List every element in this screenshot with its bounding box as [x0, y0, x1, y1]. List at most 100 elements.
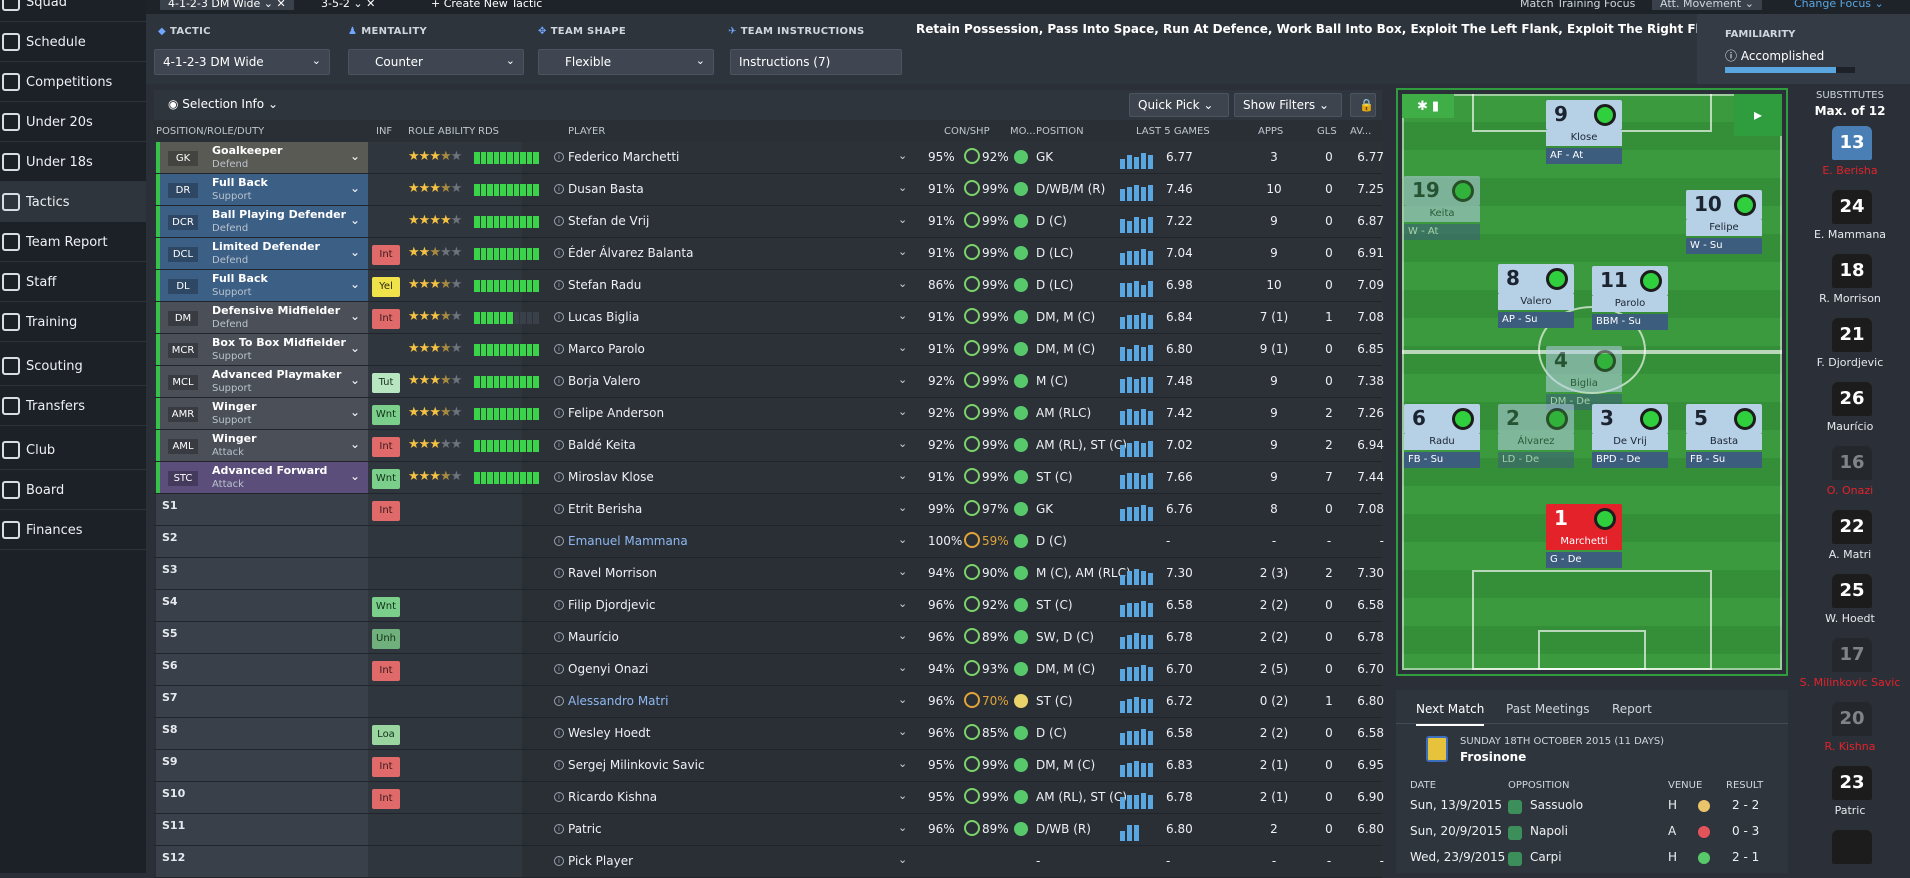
- show-filters-button[interactable]: Show Filters ⌄: [1234, 93, 1342, 117]
- col-inf[interactable]: INF: [376, 126, 393, 137]
- chevron-down-icon[interactable]: ⌄: [349, 277, 360, 291]
- player-name[interactable]: Wesley Hoedt: [568, 726, 651, 740]
- player-card[interactable]: 10 Felipe AndersonW - Su: [1686, 190, 1762, 254]
- table-row[interactable]: DL Full Back Support ⌄ ★★★★★ Yel i Stefan Radu ⌄…: [154, 270, 1384, 302]
- chevron-down-icon[interactable]: ⌄: [349, 309, 360, 323]
- chevron-down-icon[interactable]: ⌄: [898, 213, 908, 226]
- player-name[interactable]: Marco Parolo: [568, 342, 645, 356]
- player-info-icon[interactable]: i: [554, 312, 564, 322]
- player-name[interactable]: Alessandro Matri: [568, 694, 669, 708]
- sub-shirt-icon[interactable]: 25: [1832, 574, 1872, 608]
- player-info-icon[interactable]: i: [554, 216, 564, 226]
- sub-shirt-icon[interactable]: 22: [1832, 510, 1872, 544]
- player-info-icon[interactable]: i: [554, 472, 564, 482]
- chevron-down-icon[interactable]: ⌄: [898, 405, 908, 418]
- player-card-role-dropdown[interactable]: W - At: [1404, 224, 1480, 240]
- sidebar-item-under-20s[interactable]: Under 20s: [0, 102, 146, 142]
- role-selector[interactable]: DR Full Back Support ⌄: [156, 174, 368, 205]
- influence-badge[interactable]: Int: [372, 789, 400, 809]
- table-row[interactable]: AMR Winger Support ⌄ ★★★★★ Wnt i Felipe Anderso…: [154, 398, 1384, 430]
- chevron-down-icon[interactable]: ⌄: [898, 693, 908, 706]
- mentality-dropdown[interactable]: Counter ⌄: [348, 49, 524, 75]
- lock-icon[interactable]: 🔒: [1350, 93, 1376, 117]
- chevron-down-icon[interactable]: ⌄: [898, 437, 908, 450]
- player-card[interactable]: 4 Biglia DM - De: [1546, 346, 1622, 410]
- col-last-5-games[interactable]: LAST 5 GAMES: [1136, 126, 1210, 137]
- player-card[interactable]: 8 Valero AP - Su: [1498, 264, 1574, 328]
- table-row[interactable]: MCR Box To Box Midfielder Support ⌄ ★★★★★ i Ma…: [154, 334, 1384, 366]
- chevron-down-icon[interactable]: ⌄: [898, 181, 908, 194]
- team-instructions-button[interactable]: Instructions (7): [730, 49, 902, 75]
- chevron-down-icon[interactable]: ⌄: [349, 341, 360, 355]
- sidebar-item-tactics[interactable]: Tactics: [0, 182, 146, 222]
- player-card-role-dropdown[interactable]: W - Su: [1686, 238, 1762, 254]
- table-row[interactable]: S10 Int i Ricardo Kishna ⌄ 95% 99% AM (RL), ST …: [154, 782, 1384, 814]
- sub-shirt-icon[interactable]: 17: [1832, 638, 1872, 672]
- influence-badge[interactable]: Int: [372, 309, 400, 329]
- training-focus-dropdown[interactable]: Att. Movement ⌄: [1652, 0, 1762, 10]
- table-row[interactable]: S1 Int i Etrit Berisha ⌄ 99% 97% GK 6.76 8 0 7.08: [154, 494, 1384, 526]
- player-card[interactable]: 6 Radu FB - Su: [1404, 404, 1480, 468]
- player-info-icon[interactable]: i: [554, 792, 564, 802]
- sub-slot[interactable]: S3: [156, 558, 368, 589]
- sub-shirt-icon[interactable]: 18: [1832, 254, 1872, 288]
- player-name[interactable]: Sergej Milinkovic Savic: [568, 758, 705, 772]
- sidebar-item-under-18s[interactable]: Under 18s: [0, 142, 146, 182]
- tab-report[interactable]: Report: [1612, 702, 1652, 716]
- fixture-opponent[interactable]: Sassuolo: [1530, 798, 1584, 812]
- player-card-role-dropdown[interactable]: LD - De: [1498, 452, 1574, 468]
- sidebar-item-board[interactable]: Board: [0, 470, 146, 510]
- fixture-row[interactable]: Wed, 23/9/2015 Carpi H 2 - 1: [1396, 850, 1788, 870]
- player-card[interactable]: 9 Klose AF - At: [1546, 100, 1622, 164]
- chevron-down-icon[interactable]: ⌄: [898, 661, 908, 674]
- table-row[interactable]: DCR Ball Playing Defender Defend ⌄ ★★★★★ i Ste…: [154, 206, 1384, 238]
- chevron-down-icon[interactable]: ⌄: [349, 405, 360, 419]
- player-info-icon[interactable]: i: [554, 152, 564, 162]
- player-card-role-dropdown[interactable]: FB - Su: [1404, 452, 1480, 468]
- role-selector[interactable]: DCL Limited Defender Defend ⌄: [156, 238, 368, 269]
- influence-badge[interactable]: Int: [372, 501, 400, 521]
- player-name[interactable]: Maurício: [568, 630, 619, 644]
- expand-panel-icon[interactable]: ▸: [1734, 94, 1782, 136]
- player-card[interactable]: 2 Álvarez BalantaLD - De: [1498, 404, 1574, 468]
- table-row[interactable]: S2 i Emanuel Mammana ⌄ 100% 59% D (C) - - - -: [154, 526, 1384, 558]
- influence-badge[interactable]: Yel: [372, 277, 400, 297]
- player-card-role-dropdown[interactable]: FB - Su: [1686, 452, 1762, 468]
- role-selector[interactable]: DL Full Back Support ⌄: [156, 270, 368, 301]
- sub-slot[interactable]: S11: [156, 814, 368, 845]
- player-info-icon[interactable]: i: [554, 440, 564, 450]
- sidebar-item-staff[interactable]: Staff: [0, 262, 146, 302]
- table-row[interactable]: MCL Advanced Playmaker Support ⌄ ★★★★★ Tut i Bo…: [154, 366, 1384, 398]
- influence-badge[interactable]: Unh: [372, 629, 400, 649]
- player-info-icon[interactable]: i: [554, 632, 564, 642]
- col-role-ability[interactable]: ROLE ABILITY: [408, 126, 476, 137]
- player-card-role-dropdown[interactable]: G - De: [1546, 552, 1622, 568]
- sub-slot[interactable]: S9: [156, 750, 368, 781]
- table-row[interactable]: S11 i Patric ⌄ 96% 89% D/WB (R) 6.80 2 0 6.80: [154, 814, 1384, 846]
- sidebar-item-club[interactable]: Club: [0, 430, 146, 470]
- player-name[interactable]: Ravel Morrison: [568, 566, 657, 580]
- role-selector[interactable]: STC Advanced Forward Attack ⌄: [156, 462, 368, 493]
- chevron-down-icon[interactable]: ⌄: [898, 789, 908, 802]
- player-card-role-dropdown[interactable]: BPD - De: [1592, 452, 1668, 468]
- chevron-down-icon[interactable]: ⌄: [898, 565, 908, 578]
- col-av-rating[interactable]: AV...: [1350, 126, 1372, 137]
- player-name[interactable]: Éder Álvarez Balanta: [568, 246, 694, 260]
- col-position[interactable]: POSITION: [1036, 126, 1084, 137]
- table-row[interactable]: STC Advanced Forward Attack ⌄ ★★★★★ Wnt i Miros…: [154, 462, 1384, 494]
- sidebar-item-training[interactable]: Training: [0, 302, 146, 342]
- sidebar-item-transfers[interactable]: Transfers: [0, 386, 146, 426]
- next-match-opponent[interactable]: Frosinone: [1460, 750, 1527, 764]
- player-name[interactable]: Pick Player: [568, 854, 634, 868]
- sub-slot[interactable]: S8: [156, 718, 368, 749]
- role-selector[interactable]: GK Goalkeeper Defend ⌄: [156, 142, 368, 173]
- influence-badge[interactable]: Wnt: [372, 469, 400, 489]
- influence-badge[interactable]: Int: [372, 245, 400, 265]
- player-card[interactable]: 5 Basta FB - Su: [1686, 404, 1762, 468]
- sub-slot[interactable]: S6: [156, 654, 368, 685]
- chevron-down-icon[interactable]: ⌄: [349, 469, 360, 483]
- sub-slot[interactable]: S10: [156, 782, 368, 813]
- quick-pick-button[interactable]: Quick Pick ⌄: [1129, 93, 1229, 117]
- player-info-icon[interactable]: i: [554, 248, 564, 258]
- sub-shirt-icon[interactable]: [1832, 830, 1872, 864]
